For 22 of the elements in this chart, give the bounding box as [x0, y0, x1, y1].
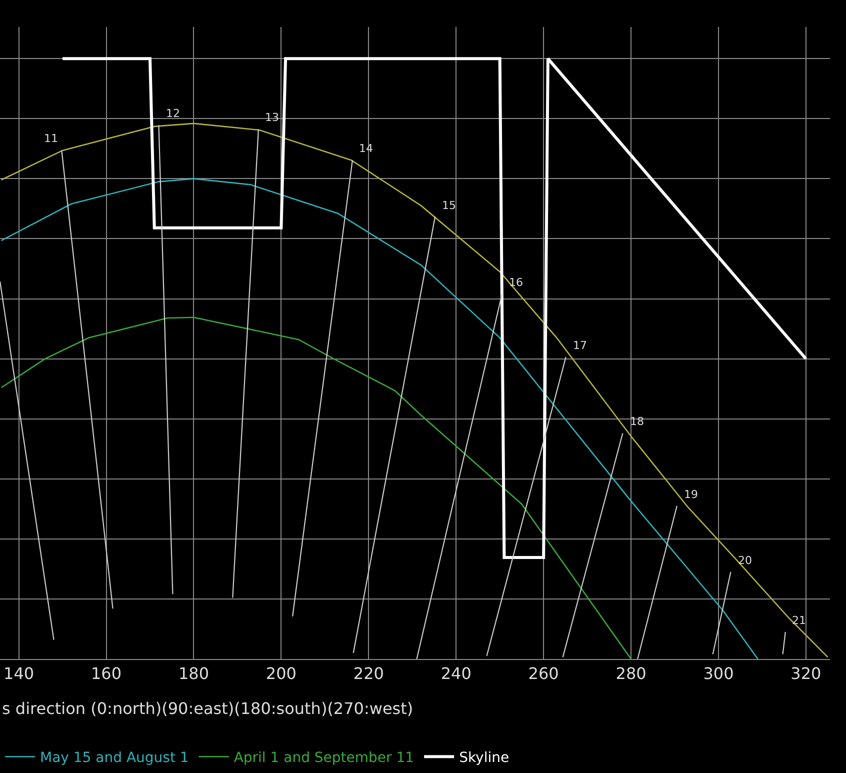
annotation: 20: [738, 554, 752, 567]
annotation: 19: [684, 488, 698, 501]
x-tick-label: 160: [90, 664, 122, 684]
annotation: 12: [166, 107, 180, 120]
legend-label: Skyline: [459, 750, 510, 766]
x-tick-label: 260: [528, 664, 559, 684]
x-tick-label: 240: [440, 664, 472, 684]
annotation: 16: [509, 276, 523, 289]
x-tick-label: 220: [353, 664, 384, 684]
x-tick-label: 280: [616, 664, 646, 684]
legend-label: May 15 and August 1: [40, 750, 189, 766]
annotation: 17: [573, 339, 587, 352]
x-tick-label: 200: [266, 664, 296, 684]
x-axis-title: s direction (0:north)(90:east)(180:south)(270:west): [2, 699, 414, 718]
annotation: 21: [792, 614, 806, 627]
annotation: 15: [442, 199, 456, 212]
annotation: 11: [44, 132, 58, 145]
x-tick-label: 140: [4, 664, 34, 684]
legend-label: April 1 and September 11: [234, 750, 414, 766]
x-tick-label: 300: [703, 664, 734, 684]
x-tick-label: 320: [790, 664, 822, 684]
x-tick-label: 180: [178, 664, 209, 684]
